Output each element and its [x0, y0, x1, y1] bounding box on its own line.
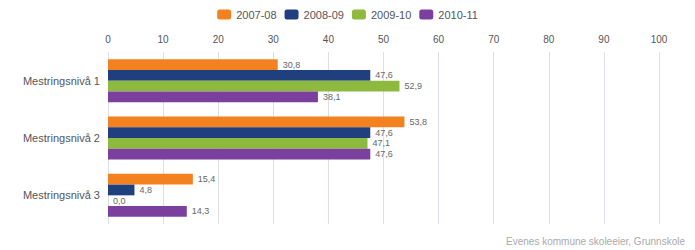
svg-text:30,8: 30,8 — [283, 60, 301, 70]
svg-text:53,8: 53,8 — [409, 117, 427, 127]
svg-text:47,6: 47,6 — [375, 149, 393, 159]
svg-text:47,6: 47,6 — [375, 128, 393, 138]
svg-text:Mestringsnivå 3: Mestringsnivå 3 — [23, 189, 100, 201]
svg-text:90: 90 — [598, 34, 610, 45]
svg-text:47,1: 47,1 — [373, 138, 391, 148]
svg-text:60: 60 — [433, 34, 445, 45]
svg-text:2007-08: 2007-08 — [236, 9, 276, 21]
svg-text:100: 100 — [651, 34, 668, 45]
svg-text:Mestringsnivå 2: Mestringsnivå 2 — [23, 132, 100, 144]
svg-text:Mestringsnivå 1: Mestringsnivå 1 — [23, 75, 100, 87]
svg-text:4,8: 4,8 — [139, 185, 152, 195]
svg-text:52,9: 52,9 — [404, 81, 422, 91]
svg-text:0,0: 0,0 — [113, 196, 126, 206]
svg-text:0: 0 — [105, 34, 111, 45]
svg-text:50: 50 — [378, 34, 390, 45]
svg-text:10: 10 — [158, 34, 170, 45]
svg-text:47,6: 47,6 — [375, 70, 393, 80]
svg-text:30: 30 — [268, 34, 280, 45]
svg-text:14,3: 14,3 — [192, 206, 210, 216]
svg-text:2009-10: 2009-10 — [371, 9, 411, 21]
svg-text:38,1: 38,1 — [323, 92, 341, 102]
svg-text:20: 20 — [213, 34, 225, 45]
svg-text:40: 40 — [323, 34, 335, 45]
svg-text:2008-09: 2008-09 — [304, 9, 344, 21]
svg-text:Evenes kommune skoleeier, Grun: Evenes kommune skoleeier, Grunnskole — [506, 236, 685, 247]
svg-text:80: 80 — [543, 34, 555, 45]
svg-text:15,4: 15,4 — [198, 174, 216, 184]
svg-text:2010-11: 2010-11 — [438, 9, 478, 21]
svg-text:70: 70 — [488, 34, 500, 45]
